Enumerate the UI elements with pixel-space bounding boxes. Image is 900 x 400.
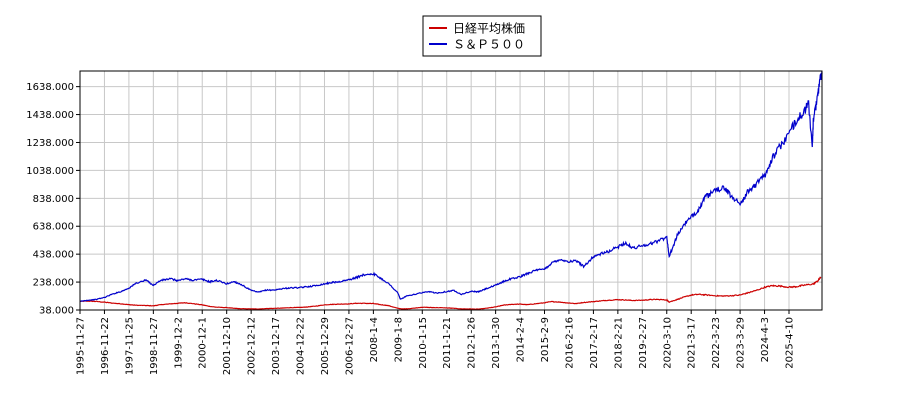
x-tick-label: 2022-3-23 bbox=[711, 317, 722, 369]
y-tick-label: 238.000 bbox=[33, 278, 74, 289]
y-axis-ticks: 38.000 238.000 438.000 638.000 838.000 1038.0… bbox=[26, 82, 80, 317]
y-tick-label: 1438.000 bbox=[26, 110, 74, 121]
x-tick-label: 2001-12-10 bbox=[222, 317, 233, 375]
y-tick-label: 1638.000 bbox=[26, 82, 74, 93]
legend-label: Ｓ＆Ｐ５００ bbox=[453, 38, 525, 52]
x-tick-label: 2003-12-17 bbox=[271, 317, 282, 375]
x-tick-label: 2019-2-27 bbox=[638, 317, 649, 369]
plot-frame bbox=[79, 70, 823, 311]
y-tick-label: 1038.000 bbox=[26, 166, 74, 177]
y-tick-label: 1238.000 bbox=[26, 138, 74, 149]
y-tick-label: 438.000 bbox=[33, 250, 74, 261]
x-tick-label: 2004-12-22 bbox=[296, 317, 307, 375]
x-tick-label: 2000-12-1 bbox=[198, 317, 209, 369]
x-tick-label: 2017-2-17 bbox=[589, 317, 600, 369]
x-tick-label: 2008-1-4 bbox=[369, 317, 380, 362]
x-tick-label: 2018-2-21 bbox=[613, 317, 624, 369]
x-tick-label: 2020-3-10 bbox=[662, 317, 673, 369]
x-tick-label: 2024-4-3 bbox=[760, 317, 771, 362]
series-line-1 bbox=[80, 71, 823, 302]
x-tick-label: 1999-12-2 bbox=[173, 317, 184, 369]
y-tick-label: 38.000 bbox=[39, 306, 74, 317]
x-tick-label: 1995-11-27 bbox=[76, 317, 87, 375]
y-tick-label: 638.000 bbox=[33, 222, 74, 233]
x-tick-label: 2006-12-27 bbox=[344, 317, 355, 375]
x-axis-ticks: 1995-11-27 1996-11-22 1997-11-25 1998-11-27… bbox=[76, 310, 795, 375]
x-tick-label: 2002-12-12 bbox=[247, 317, 258, 375]
legend-box bbox=[422, 15, 542, 57]
x-tick-label: 2014-2-4 bbox=[516, 317, 527, 362]
x-tick-label: 2011-1-21 bbox=[442, 317, 453, 369]
legend: 日経平均株価 Ｓ＆Ｐ５００ bbox=[422, 15, 542, 57]
x-tick-label: 2012-1-26 bbox=[467, 317, 478, 369]
x-tick-label: 2025-4-10 bbox=[784, 317, 795, 369]
x-tick-label: 2021-3-17 bbox=[687, 317, 698, 369]
x-tick-label: 2016-2-16 bbox=[564, 317, 575, 369]
legend-label: 日経平均株価 bbox=[453, 21, 525, 36]
series-lines bbox=[79, 71, 823, 310]
y-tick-label: 838.000 bbox=[33, 194, 74, 205]
x-tick-label: 2009-1-8 bbox=[393, 317, 404, 362]
x-tick-label: 1997-11-25 bbox=[124, 317, 135, 375]
x-tick-label: 1996-11-22 bbox=[100, 317, 111, 375]
x-tick-label: 2013-1-30 bbox=[491, 317, 502, 369]
x-tick-label: 2010-1-15 bbox=[418, 317, 429, 369]
x-tick-label: 1998-11-27 bbox=[149, 317, 160, 375]
x-tick-label: 2023-3-29 bbox=[736, 317, 747, 369]
x-tick-label: 2005-12-29 bbox=[320, 317, 331, 375]
series-line-0 bbox=[79, 276, 822, 310]
x-tick-label: 2015-2-9 bbox=[540, 317, 551, 362]
